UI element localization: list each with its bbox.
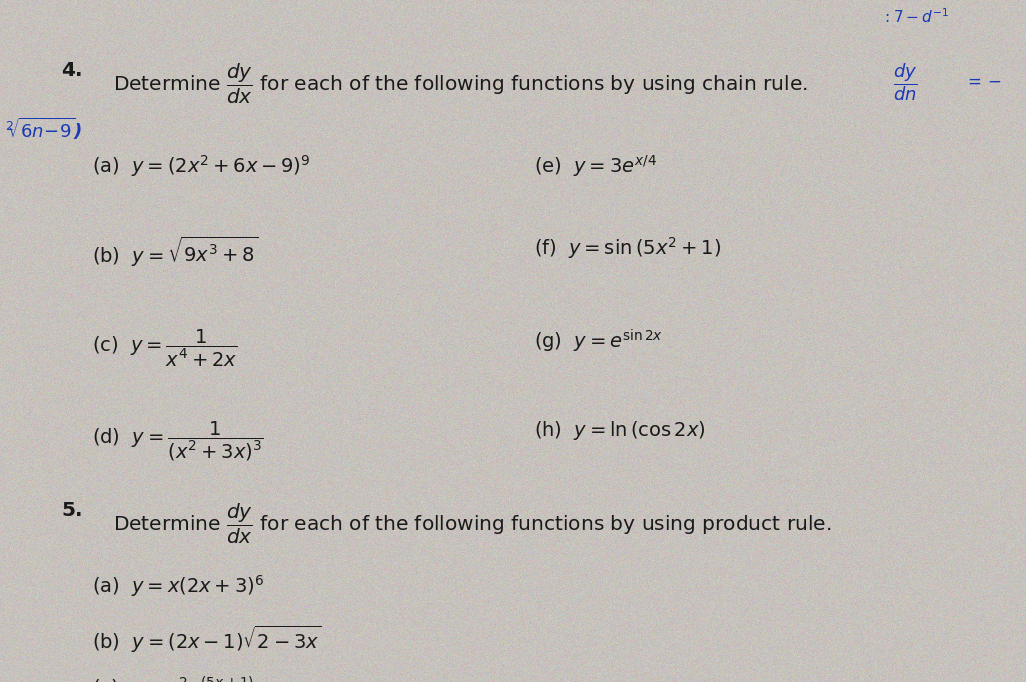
Text: 4.: 4. bbox=[62, 61, 83, 80]
Text: $= -$: $= -$ bbox=[964, 72, 1002, 89]
Text: $\dfrac{dy}{dn}$: $\dfrac{dy}{dn}$ bbox=[893, 61, 917, 103]
Text: (e)  $y=3e^{x/4}$: (e) $y=3e^{x/4}$ bbox=[534, 153, 657, 179]
Text: (c)  $y=\dfrac{1}{x^4+2x}$: (c) $y=\dfrac{1}{x^4+2x}$ bbox=[92, 327, 238, 369]
Text: Determine $\dfrac{dy}{dx}$ for each of the following functions by using chain ru: Determine $\dfrac{dy}{dx}$ for each of t… bbox=[113, 61, 807, 106]
Text: (f)  $y=\sin\left(5x^2+1\right)$: (f) $y=\sin\left(5x^2+1\right)$ bbox=[534, 235, 720, 261]
Text: (g)  $y=e^{\sin 2x}$: (g) $y=e^{\sin 2x}$ bbox=[534, 327, 663, 355]
Text: $^{2}\!\!\sqrt{6n\!-\!9}$): $^{2}\!\!\sqrt{6n\!-\!9}$) bbox=[5, 116, 82, 142]
Text: (d)  $y=\dfrac{1}{(x^2+3x)^3}$: (d) $y=\dfrac{1}{(x^2+3x)^3}$ bbox=[92, 419, 264, 463]
Text: $: 7 - d^{-1}$: $: 7 - d^{-1}$ bbox=[882, 7, 949, 25]
Text: (a)  $y=(2x^2+6x-9)^9$: (a) $y=(2x^2+6x-9)^9$ bbox=[92, 153, 311, 179]
Text: (a)  $y=x(2x+3)^6$: (a) $y=x(2x+3)^6$ bbox=[92, 573, 265, 599]
Text: (h)  $y=\ln\left(\cos 2x\right)$: (h) $y=\ln\left(\cos 2x\right)$ bbox=[534, 419, 706, 443]
Text: (b)  $y=(2x-1)\sqrt{2-3x}$: (b) $y=(2x-1)\sqrt{2-3x}$ bbox=[92, 624, 322, 655]
Text: (c)  $y=x^2e^{(5x+1)}$: (c) $y=x^2e^{(5x+1)}$ bbox=[92, 675, 254, 682]
Text: 5.: 5. bbox=[62, 501, 83, 520]
Text: (b)  $y=\sqrt{9x^3+8}$: (b) $y=\sqrt{9x^3+8}$ bbox=[92, 235, 259, 269]
Text: Determine $\dfrac{dy}{dx}$ for each of the following functions by using product : Determine $\dfrac{dy}{dx}$ for each of t… bbox=[113, 501, 831, 546]
